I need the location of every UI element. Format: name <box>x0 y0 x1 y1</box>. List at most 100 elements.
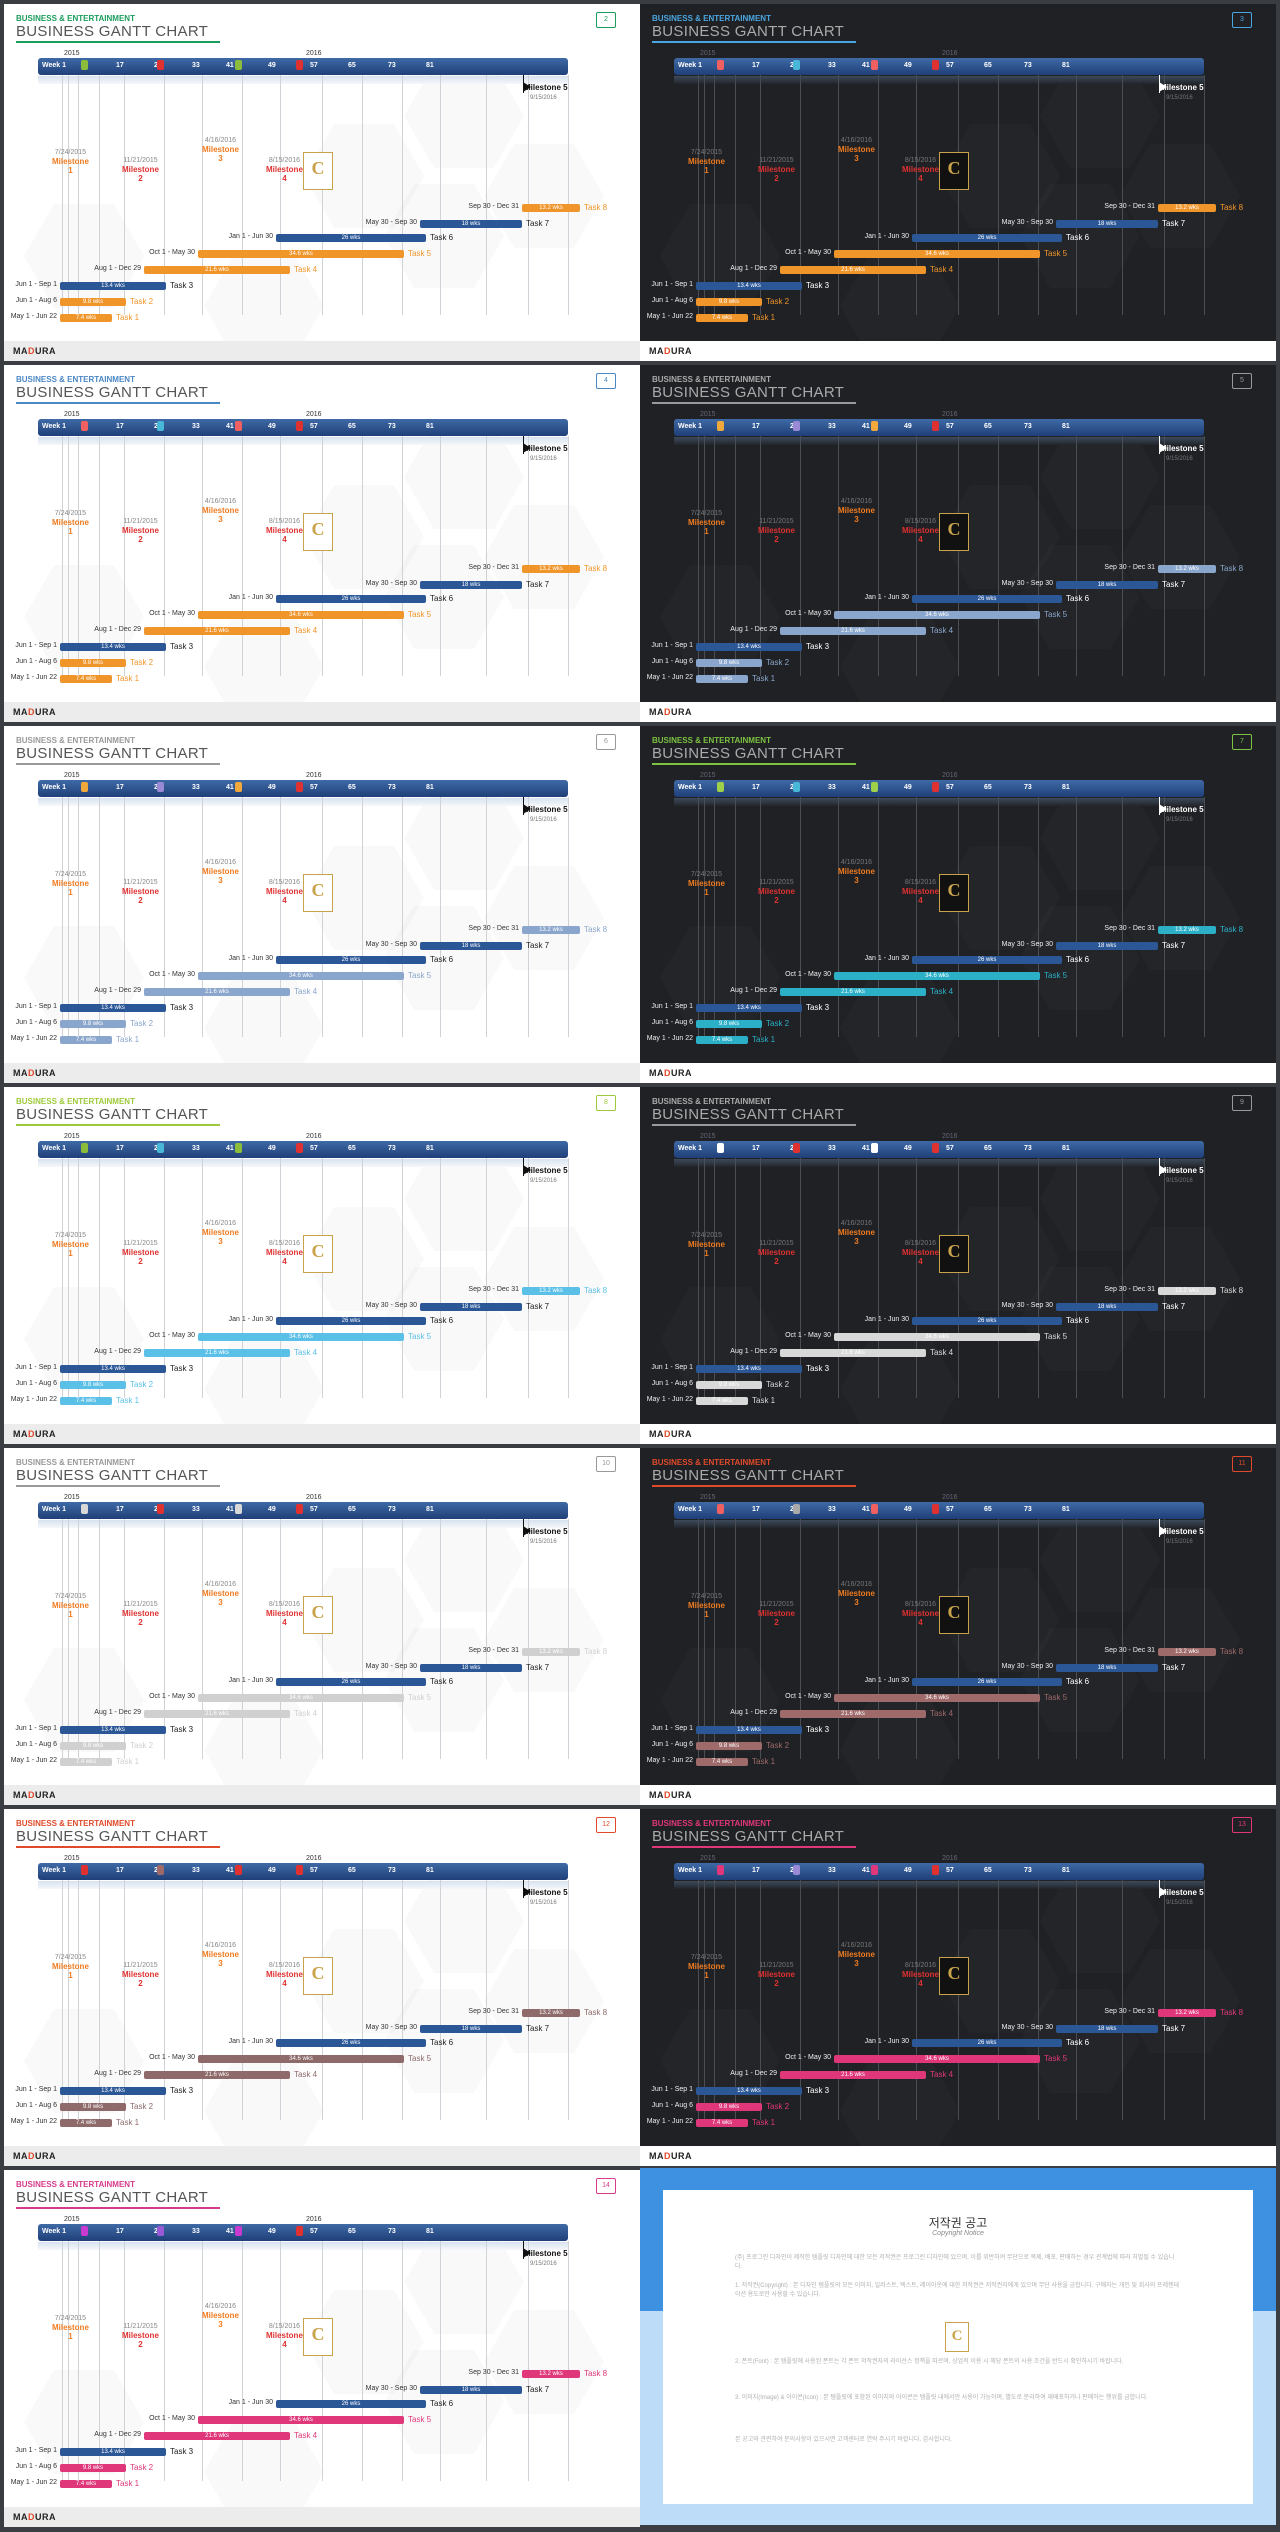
task-bar[interactable]: 13.2 wks <box>522 565 580 573</box>
task-bar[interactable]: 26 wks <box>276 956 426 964</box>
task-bar[interactable]: 26 wks <box>912 956 1062 964</box>
task-bar[interactable]: 13.4 wks <box>696 643 802 651</box>
task-bar[interactable]: 7.4 wks <box>60 314 112 322</box>
task-bar[interactable]: 18 wks <box>420 1303 522 1311</box>
task-bar[interactable]: 7.4 wks <box>60 1758 112 1766</box>
task-bar[interactable]: 9.8 wks <box>696 1742 762 1750</box>
task-bar[interactable]: 26 wks <box>276 2400 426 2408</box>
task-bar[interactable]: 13.2 wks <box>522 1648 580 1656</box>
task-bar[interactable]: 26 wks <box>912 1317 1062 1325</box>
task-bar[interactable]: 7.4 wks <box>60 1036 112 1044</box>
task-bar[interactable]: 13.2 wks <box>1158 1648 1216 1656</box>
task-bar[interactable]: 13.2 wks <box>522 204 580 212</box>
task-bar[interactable]: 13.2 wks <box>1158 565 1216 573</box>
task-bar[interactable]: 13.4 wks <box>696 282 802 290</box>
task-bar[interactable]: 34.6 wks <box>198 1333 404 1341</box>
task-bar[interactable]: 34.6 wks <box>198 1694 404 1702</box>
task-bar[interactable]: 13.2 wks <box>1158 204 1216 212</box>
task-bar[interactable]: 13.4 wks <box>60 643 166 651</box>
task-bar[interactable]: 7.4 wks <box>696 675 748 683</box>
task-bar[interactable]: 9.8 wks <box>60 659 126 667</box>
task-bar[interactable]: 34.6 wks <box>198 2055 404 2063</box>
task-bar[interactable]: 34.6 wks <box>198 611 404 619</box>
task-bar[interactable]: 13.4 wks <box>60 2448 166 2456</box>
task-bar[interactable]: 34.6 wks <box>834 2055 1040 2063</box>
task-bar[interactable]: 21.6 wks <box>780 1710 926 1718</box>
task-bar[interactable]: 21.6 wks <box>144 266 290 274</box>
task-bar[interactable]: 34.6 wks <box>834 611 1040 619</box>
task-bar[interactable]: 18 wks <box>420 2386 522 2394</box>
task-bar[interactable]: 21.6 wks <box>144 1349 290 1357</box>
task-bar[interactable]: 26 wks <box>276 234 426 242</box>
task-bar[interactable]: 13.2 wks <box>522 1287 580 1295</box>
task-bar[interactable]: 9.8 wks <box>696 298 762 306</box>
task-bar[interactable]: 34.6 wks <box>834 250 1040 258</box>
task-bar[interactable]: 7.4 wks <box>696 1036 748 1044</box>
task-bar[interactable]: 21.6 wks <box>780 1349 926 1357</box>
task-bar[interactable]: 21.6 wks <box>780 988 926 996</box>
task-bar[interactable]: 34.6 wks <box>834 1333 1040 1341</box>
task-bar[interactable]: 21.6 wks <box>144 627 290 635</box>
task-bar[interactable]: 34.6 wks <box>198 972 404 980</box>
task-bar[interactable]: 9.8 wks <box>60 1381 126 1389</box>
task-bar[interactable]: 18 wks <box>1056 1664 1158 1672</box>
task-bar[interactable]: 13.4 wks <box>696 1726 802 1734</box>
task-bar[interactable]: 26 wks <box>912 595 1062 603</box>
task-bar[interactable]: 34.6 wks <box>834 972 1040 980</box>
task-bar[interactable]: 21.6 wks <box>144 1710 290 1718</box>
task-bar[interactable]: 13.2 wks <box>522 2009 580 2017</box>
task-bar[interactable]: 18 wks <box>420 220 522 228</box>
task-bar[interactable]: 13.2 wks <box>1158 926 1216 934</box>
task-bar[interactable]: 13.4 wks <box>696 1004 802 1012</box>
task-bar[interactable]: 13.4 wks <box>60 1726 166 1734</box>
task-bar[interactable]: 7.4 wks <box>60 2119 112 2127</box>
task-bar[interactable]: 21.6 wks <box>780 266 926 274</box>
task-bar[interactable]: 9.8 wks <box>696 1020 762 1028</box>
task-bar[interactable]: 34.6 wks <box>198 2416 404 2424</box>
task-bar[interactable]: 9.8 wks <box>60 2103 126 2111</box>
task-bar[interactable]: 26 wks <box>276 2039 426 2047</box>
task-bar[interactable]: 9.8 wks <box>696 2103 762 2111</box>
task-bar[interactable]: 21.6 wks <box>780 2071 926 2079</box>
task-bar[interactable]: 18 wks <box>1056 220 1158 228</box>
task-bar[interactable]: 7.4 wks <box>696 314 748 322</box>
task-bar[interactable]: 13.2 wks <box>522 926 580 934</box>
task-bar[interactable]: 13.4 wks <box>60 282 166 290</box>
task-bar[interactable]: 9.8 wks <box>60 298 126 306</box>
task-bar[interactable]: 13.2 wks <box>1158 1287 1216 1295</box>
task-bar[interactable]: 18 wks <box>1056 2025 1158 2033</box>
task-bar[interactable]: 21.6 wks <box>780 627 926 635</box>
task-bar[interactable]: 9.8 wks <box>60 1742 126 1750</box>
task-bar[interactable]: 21.6 wks <box>144 2071 290 2079</box>
task-bar[interactable]: 21.6 wks <box>144 2432 290 2440</box>
task-bar[interactable]: 7.4 wks <box>60 1397 112 1405</box>
task-bar[interactable]: 26 wks <box>912 1678 1062 1686</box>
task-bar[interactable]: 7.4 wks <box>60 2480 112 2488</box>
task-bar[interactable]: 13.4 wks <box>696 2087 802 2095</box>
task-bar[interactable]: 18 wks <box>1056 942 1158 950</box>
task-bar[interactable]: 26 wks <box>276 1317 426 1325</box>
task-bar[interactable]: 18 wks <box>420 2025 522 2033</box>
task-bar[interactable]: 13.4 wks <box>696 1365 802 1373</box>
task-bar[interactable]: 9.8 wks <box>696 659 762 667</box>
task-bar[interactable]: 18 wks <box>1056 581 1158 589</box>
task-bar[interactable]: 13.2 wks <box>1158 2009 1216 2017</box>
task-bar[interactable]: 7.4 wks <box>696 1397 748 1405</box>
task-bar[interactable]: 7.4 wks <box>696 1758 748 1766</box>
task-bar[interactable]: 7.4 wks <box>60 675 112 683</box>
task-bar[interactable]: 13.4 wks <box>60 1365 166 1373</box>
task-bar[interactable]: 26 wks <box>276 1678 426 1686</box>
task-bar[interactable]: 26 wks <box>912 234 1062 242</box>
task-bar[interactable]: 18 wks <box>1056 1303 1158 1311</box>
task-bar[interactable]: 18 wks <box>420 942 522 950</box>
task-bar[interactable]: 9.8 wks <box>696 1381 762 1389</box>
task-bar[interactable]: 9.8 wks <box>60 2464 126 2472</box>
task-bar[interactable]: 26 wks <box>276 595 426 603</box>
task-bar[interactable]: 9.8 wks <box>60 1020 126 1028</box>
task-bar[interactable]: 21.6 wks <box>144 988 290 996</box>
task-bar[interactable]: 18 wks <box>420 581 522 589</box>
task-bar[interactable]: 13.4 wks <box>60 2087 166 2095</box>
task-bar[interactable]: 34.6 wks <box>834 1694 1040 1702</box>
task-bar[interactable]: 13.4 wks <box>60 1004 166 1012</box>
task-bar[interactable]: 34.6 wks <box>198 250 404 258</box>
